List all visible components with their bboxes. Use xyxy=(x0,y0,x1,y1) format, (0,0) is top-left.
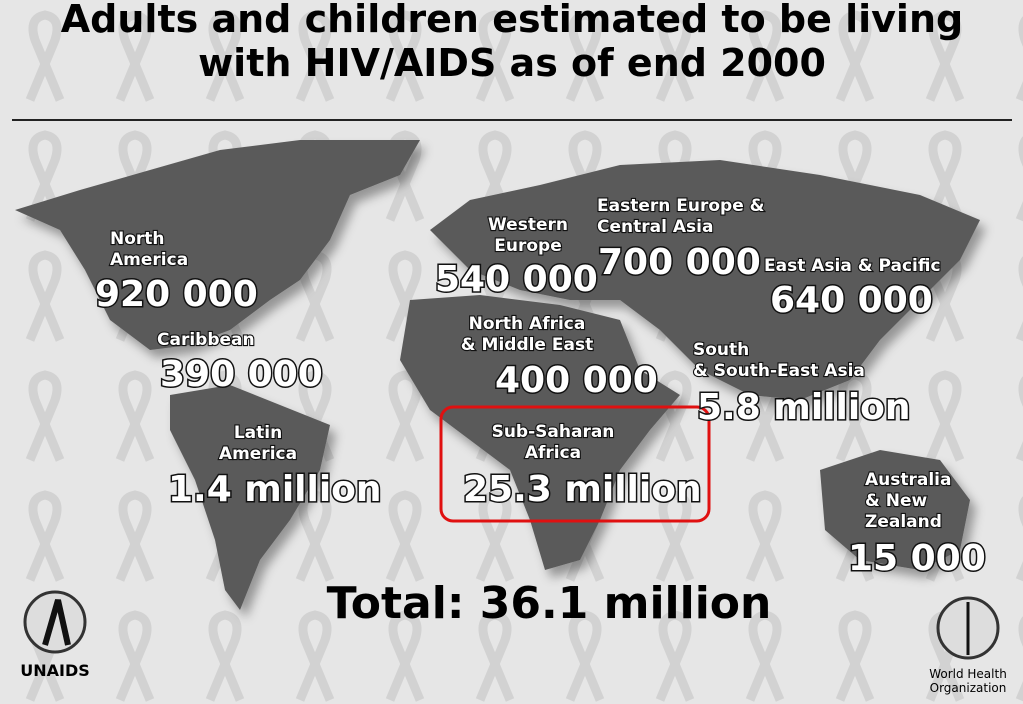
region-name: Africa xyxy=(525,443,581,463)
region-name: & Middle East xyxy=(461,335,593,355)
region-name: North xyxy=(110,229,165,249)
unaids-logo: UNAIDS xyxy=(20,590,90,680)
region-name: & New xyxy=(865,491,928,511)
total: Total: 36.1 million xyxy=(327,578,772,629)
region-value: 390 000 xyxy=(160,354,323,395)
region-name: Western xyxy=(488,215,568,235)
region-name: Zealand xyxy=(865,512,942,532)
region-value: 25.3 million xyxy=(463,469,702,510)
highlight-box xyxy=(439,405,711,523)
region-name: North Africa xyxy=(469,314,586,334)
region-name: Central Asia xyxy=(597,217,713,237)
region-name: East Asia & Pacific xyxy=(764,256,941,276)
region-value: 640 000 xyxy=(770,280,933,321)
region-name: Latin xyxy=(234,423,282,443)
region-name: Europe xyxy=(494,236,561,256)
region-value: 400 000 xyxy=(495,360,658,401)
logo-text: World Health xyxy=(929,667,1007,681)
region-value: 920 000 xyxy=(95,274,258,315)
region-name: Sub-Saharan xyxy=(492,422,615,442)
region-name: Australia xyxy=(865,470,952,490)
region-name: Caribbean xyxy=(157,330,255,350)
region-name: America xyxy=(110,250,188,270)
region-name: & South-East Asia xyxy=(693,361,865,381)
region-value: 540 000 xyxy=(435,259,598,300)
title-line: Adults and children estimated to be livi… xyxy=(61,0,963,41)
region-value: 1.4 million xyxy=(168,469,382,510)
logo-text: Organization xyxy=(930,681,1007,695)
region-value: 700 000 xyxy=(598,242,761,283)
region-name: America xyxy=(219,444,297,464)
who-logo: World Health Organization xyxy=(929,596,1007,695)
region-name: South xyxy=(693,340,749,360)
region-value: 5.8 million xyxy=(697,387,911,428)
region-value: 15 000 xyxy=(848,538,986,579)
title-line: with HIV/AIDS as of end 2000 xyxy=(198,41,826,85)
region-name: Eastern Europe & xyxy=(597,196,765,216)
logo-text: UNAIDS xyxy=(20,661,90,680)
world-map xyxy=(15,140,980,610)
